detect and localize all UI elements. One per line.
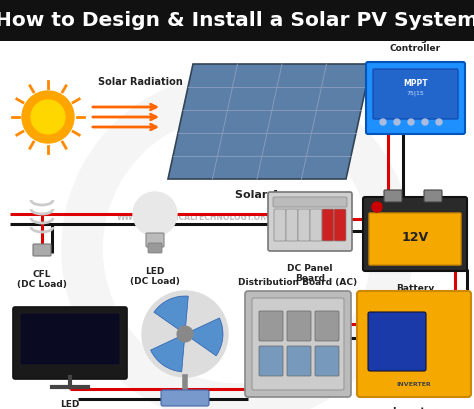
FancyBboxPatch shape (357, 291, 471, 397)
FancyBboxPatch shape (334, 209, 346, 241)
FancyBboxPatch shape (384, 191, 402, 202)
Circle shape (31, 101, 65, 135)
Text: 75|15: 75|15 (407, 90, 424, 96)
Wedge shape (154, 296, 188, 334)
FancyBboxPatch shape (424, 191, 442, 202)
Text: 12V: 12V (401, 231, 428, 244)
Text: Battery
Bank: Battery Bank (396, 283, 434, 303)
FancyBboxPatch shape (245, 291, 351, 397)
Circle shape (394, 120, 400, 126)
FancyBboxPatch shape (20, 313, 120, 365)
FancyBboxPatch shape (366, 63, 465, 135)
FancyBboxPatch shape (363, 198, 467, 271)
FancyBboxPatch shape (287, 311, 311, 341)
Text: WWW.ELECTRICALTECHNOLOGY.ORG: WWW.ELECTRICALTECHNOLOGY.ORG (117, 213, 273, 222)
FancyBboxPatch shape (33, 245, 51, 256)
Circle shape (142, 291, 228, 377)
FancyBboxPatch shape (369, 213, 461, 265)
FancyBboxPatch shape (274, 209, 286, 241)
FancyBboxPatch shape (315, 346, 339, 376)
Circle shape (177, 326, 193, 342)
FancyBboxPatch shape (148, 243, 162, 254)
Text: Solar Radiation: Solar Radiation (98, 77, 182, 87)
FancyBboxPatch shape (368, 312, 426, 371)
FancyBboxPatch shape (252, 298, 344, 390)
FancyBboxPatch shape (310, 209, 322, 241)
FancyBboxPatch shape (259, 311, 283, 341)
FancyBboxPatch shape (273, 198, 347, 207)
FancyBboxPatch shape (146, 234, 164, 247)
Text: LED
TV: LED TV (60, 399, 80, 409)
Circle shape (133, 193, 177, 236)
Text: Distribution Board (AC): Distribution Board (AC) (238, 277, 357, 286)
Text: MPPT: MPPT (403, 78, 428, 87)
Circle shape (380, 120, 386, 126)
Text: Inverter: Inverter (392, 406, 436, 409)
Polygon shape (0, 0, 474, 42)
FancyBboxPatch shape (322, 209, 334, 241)
Circle shape (372, 202, 382, 213)
Circle shape (408, 120, 414, 126)
Text: INVERTER: INVERTER (397, 382, 431, 387)
FancyBboxPatch shape (286, 209, 298, 241)
Circle shape (422, 120, 428, 126)
FancyBboxPatch shape (373, 70, 458, 120)
Circle shape (436, 120, 442, 126)
Wedge shape (185, 318, 223, 356)
FancyBboxPatch shape (13, 307, 127, 379)
Circle shape (22, 92, 74, 144)
FancyBboxPatch shape (315, 311, 339, 341)
FancyBboxPatch shape (268, 193, 352, 252)
Wedge shape (151, 334, 185, 372)
Text: CFL
(DC Load): CFL (DC Load) (17, 270, 67, 289)
FancyBboxPatch shape (298, 209, 310, 241)
Text: Charge
Controller: Charge Controller (390, 34, 441, 53)
Text: How to Design & Install a Solar PV System: How to Design & Install a Solar PV Syste… (0, 11, 474, 30)
FancyBboxPatch shape (161, 390, 209, 406)
FancyBboxPatch shape (259, 346, 283, 376)
Polygon shape (168, 65, 371, 180)
FancyBboxPatch shape (287, 346, 311, 376)
Text: LED
(DC Load): LED (DC Load) (130, 266, 180, 286)
Text: Solar Array: Solar Array (235, 189, 305, 200)
Text: DC Panel
Board: DC Panel Board (287, 263, 333, 283)
